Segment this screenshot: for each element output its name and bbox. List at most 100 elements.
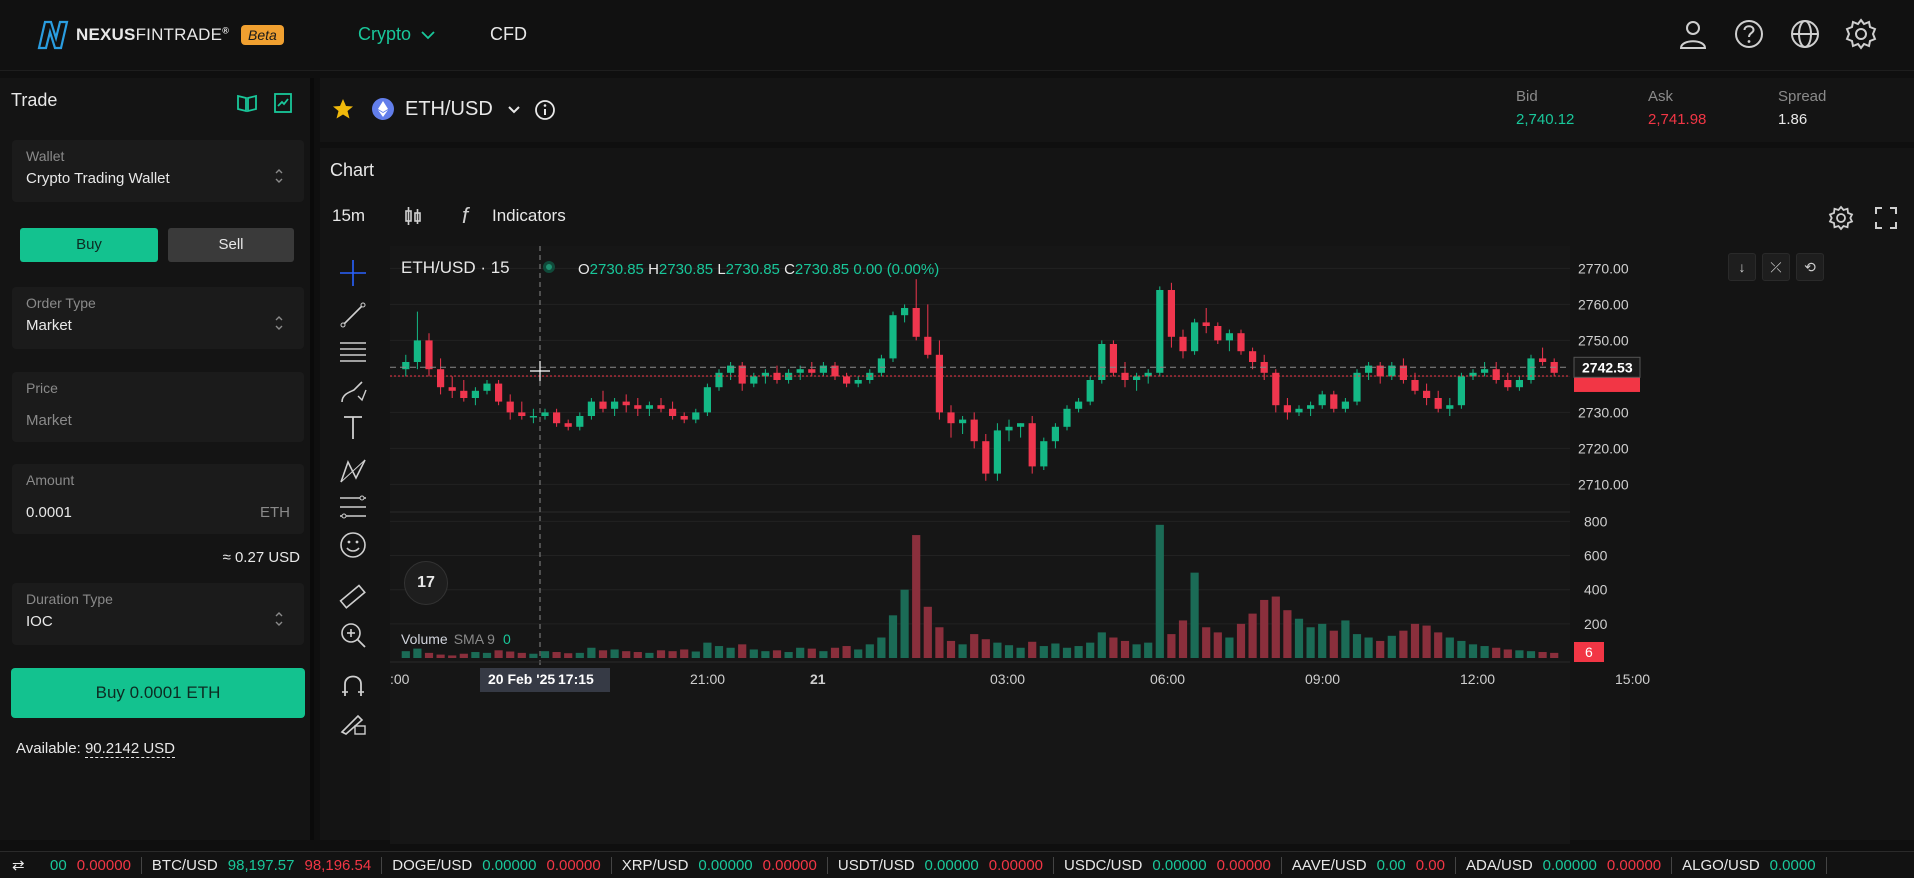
ticker-symbol: USDC/USD xyxy=(1064,857,1143,874)
volume-bar xyxy=(459,653,468,658)
candle-body xyxy=(727,365,735,373)
fib-tool-icon[interactable] xyxy=(338,492,368,522)
volume-bar xyxy=(761,651,770,658)
chevron-down-icon[interactable] xyxy=(506,102,522,118)
candle-body xyxy=(1133,376,1141,380)
tradingview-logo[interactable]: 17 xyxy=(404,561,448,605)
globe-icon[interactable] xyxy=(1788,17,1822,51)
market-status-dot xyxy=(543,261,555,273)
select-chevron-icon xyxy=(275,316,283,330)
emoji-tool-icon[interactable] xyxy=(338,530,368,560)
volume-bar xyxy=(1352,634,1362,658)
magnet-tool-icon[interactable] xyxy=(338,670,368,700)
wallet-select[interactable]: Wallet Crypto Trading Wallet xyxy=(12,140,304,202)
candle-body xyxy=(437,369,445,388)
ticker-bar: ⇄ 00 0.00000 BTC/USD 98,197.57 98,196.54 DOGE… xyxy=(0,851,1914,878)
volume-bar xyxy=(1410,623,1420,658)
ticker-item[interactable]: ALGO/USD 0.0000 xyxy=(1672,857,1827,874)
volume-bar xyxy=(1155,524,1164,658)
volume-bar xyxy=(1341,620,1350,658)
volume-bar xyxy=(598,650,608,658)
buy-tab[interactable]: Buy xyxy=(20,228,158,262)
ticker-item[interactable]: ADA/USD 0.00000 0.00000 xyxy=(1456,857,1673,874)
horizontal-lines-tool-icon[interactable] xyxy=(338,336,368,366)
brush-tool-icon[interactable] xyxy=(338,376,368,406)
volume-bar xyxy=(1086,642,1095,658)
ticker-item[interactable]: BTC/USD 98,197.57 98,196.54 xyxy=(142,857,383,874)
price-chart[interactable]: 2770.002760.002750.002740.002730.002720.… xyxy=(390,246,1840,844)
ticker-item[interactable]: USDC/USD 0.00000 0.00000 xyxy=(1054,857,1282,874)
ticker-item[interactable]: 00 0.00000 xyxy=(40,857,142,874)
ticker-item[interactable]: AAVE/USD 0.00 0.00 xyxy=(1282,857,1456,874)
user-icon[interactable] xyxy=(1676,17,1710,51)
volume-bar xyxy=(1387,635,1396,658)
duration-type-select[interactable]: Duration Type IOC xyxy=(12,583,304,645)
volume-bar xyxy=(888,615,898,658)
swap-icon[interactable]: ⇄ xyxy=(12,857,25,874)
interval-button[interactable]: 15m xyxy=(332,206,366,225)
volume-bar xyxy=(610,649,619,658)
brand-logo[interactable]: NEXUSFINTRADE® Beta xyxy=(36,18,284,52)
candle-body xyxy=(1411,380,1419,391)
ruler-tool-icon[interactable] xyxy=(338,582,368,612)
volume-bar xyxy=(575,652,584,658)
candle-body xyxy=(553,412,561,424)
ticker-item[interactable]: USDT/USD 0.00000 0.00000 xyxy=(828,857,1055,874)
text-tool-icon[interactable] xyxy=(338,412,368,442)
bookmark-chart-icon[interactable] xyxy=(272,92,294,114)
amount-value: 0.0001 xyxy=(26,504,72,521)
symbol-name[interactable]: ETH/USD xyxy=(405,98,493,120)
ticker-item[interactable]: DOGE/USD 0.00000 0.00000 xyxy=(382,857,612,874)
pattern-tool-icon[interactable] xyxy=(338,456,368,486)
crosshair-tool-icon[interactable] xyxy=(338,258,368,288)
fx-icon[interactable]: f xyxy=(462,203,469,228)
amount-field[interactable]: Amount 0.0001 ETH xyxy=(12,464,304,534)
eth-coin-icon xyxy=(372,98,394,120)
star-icon[interactable] xyxy=(332,98,354,120)
order-type-select[interactable]: Order Type Market xyxy=(12,287,304,349)
book-icon[interactable] xyxy=(236,92,258,114)
help-icon[interactable] xyxy=(1732,17,1766,51)
volume-bar xyxy=(726,647,735,658)
volume-bar xyxy=(912,535,921,658)
trendline-tool-icon[interactable] xyxy=(338,300,368,330)
fullscreen-icon[interactable] xyxy=(1874,206,1898,230)
chevron-down-icon xyxy=(421,30,435,39)
last-price-label: 2742.53 xyxy=(1582,359,1633,375)
candle-body xyxy=(1063,408,1071,427)
ticker-ask: 0.00 xyxy=(1415,857,1445,874)
candle-body xyxy=(1353,372,1361,402)
buy-submit-button[interactable]: Buy 0.0001 ETH xyxy=(11,668,305,718)
price-field[interactable]: Price Market xyxy=(12,372,304,442)
ticker-symbol: AAVE/USD xyxy=(1291,857,1367,874)
indicators-button[interactable]: Indicators xyxy=(492,206,566,225)
info-icon[interactable] xyxy=(534,99,556,121)
ticker-item[interactable]: XRP/USD 0.00000 0.00000 xyxy=(612,857,828,874)
nav-crypto[interactable]: Crypto xyxy=(358,24,435,45)
price-tick-label: 2760.00 xyxy=(1578,296,1629,312)
chart-settings-icon[interactable] xyxy=(1828,205,1854,231)
candle-body xyxy=(1167,290,1175,337)
candle-body xyxy=(796,369,804,373)
candle-body xyxy=(1492,369,1500,380)
available-amount[interactable]: 90.2142 USD xyxy=(84,740,176,758)
gear-icon[interactable] xyxy=(1844,17,1878,51)
reset-button[interactable]: ⟲ xyxy=(1796,253,1824,281)
volume-bar xyxy=(1236,623,1246,658)
zoom-tool-icon[interactable] xyxy=(338,620,368,650)
candle-body xyxy=(506,401,514,413)
sell-tab[interactable]: Sell xyxy=(168,228,294,262)
volume-bar xyxy=(1526,651,1536,658)
candle-body xyxy=(1341,401,1349,409)
candle-body xyxy=(1040,441,1048,467)
lock-drawing-tool-icon[interactable] xyxy=(338,706,368,736)
candle-body xyxy=(564,423,572,427)
candle-body xyxy=(634,405,642,409)
scroll-down-button[interactable]: ↓ xyxy=(1728,253,1756,281)
nav-cfd[interactable]: CFD xyxy=(490,24,527,44)
ticker-symbol: USDT/USD xyxy=(837,857,915,874)
candles-icon[interactable] xyxy=(402,205,424,227)
candle-body xyxy=(1434,398,1442,409)
candle-body xyxy=(1214,326,1222,341)
collapse-button[interactable]: ⤫ xyxy=(1762,253,1790,281)
